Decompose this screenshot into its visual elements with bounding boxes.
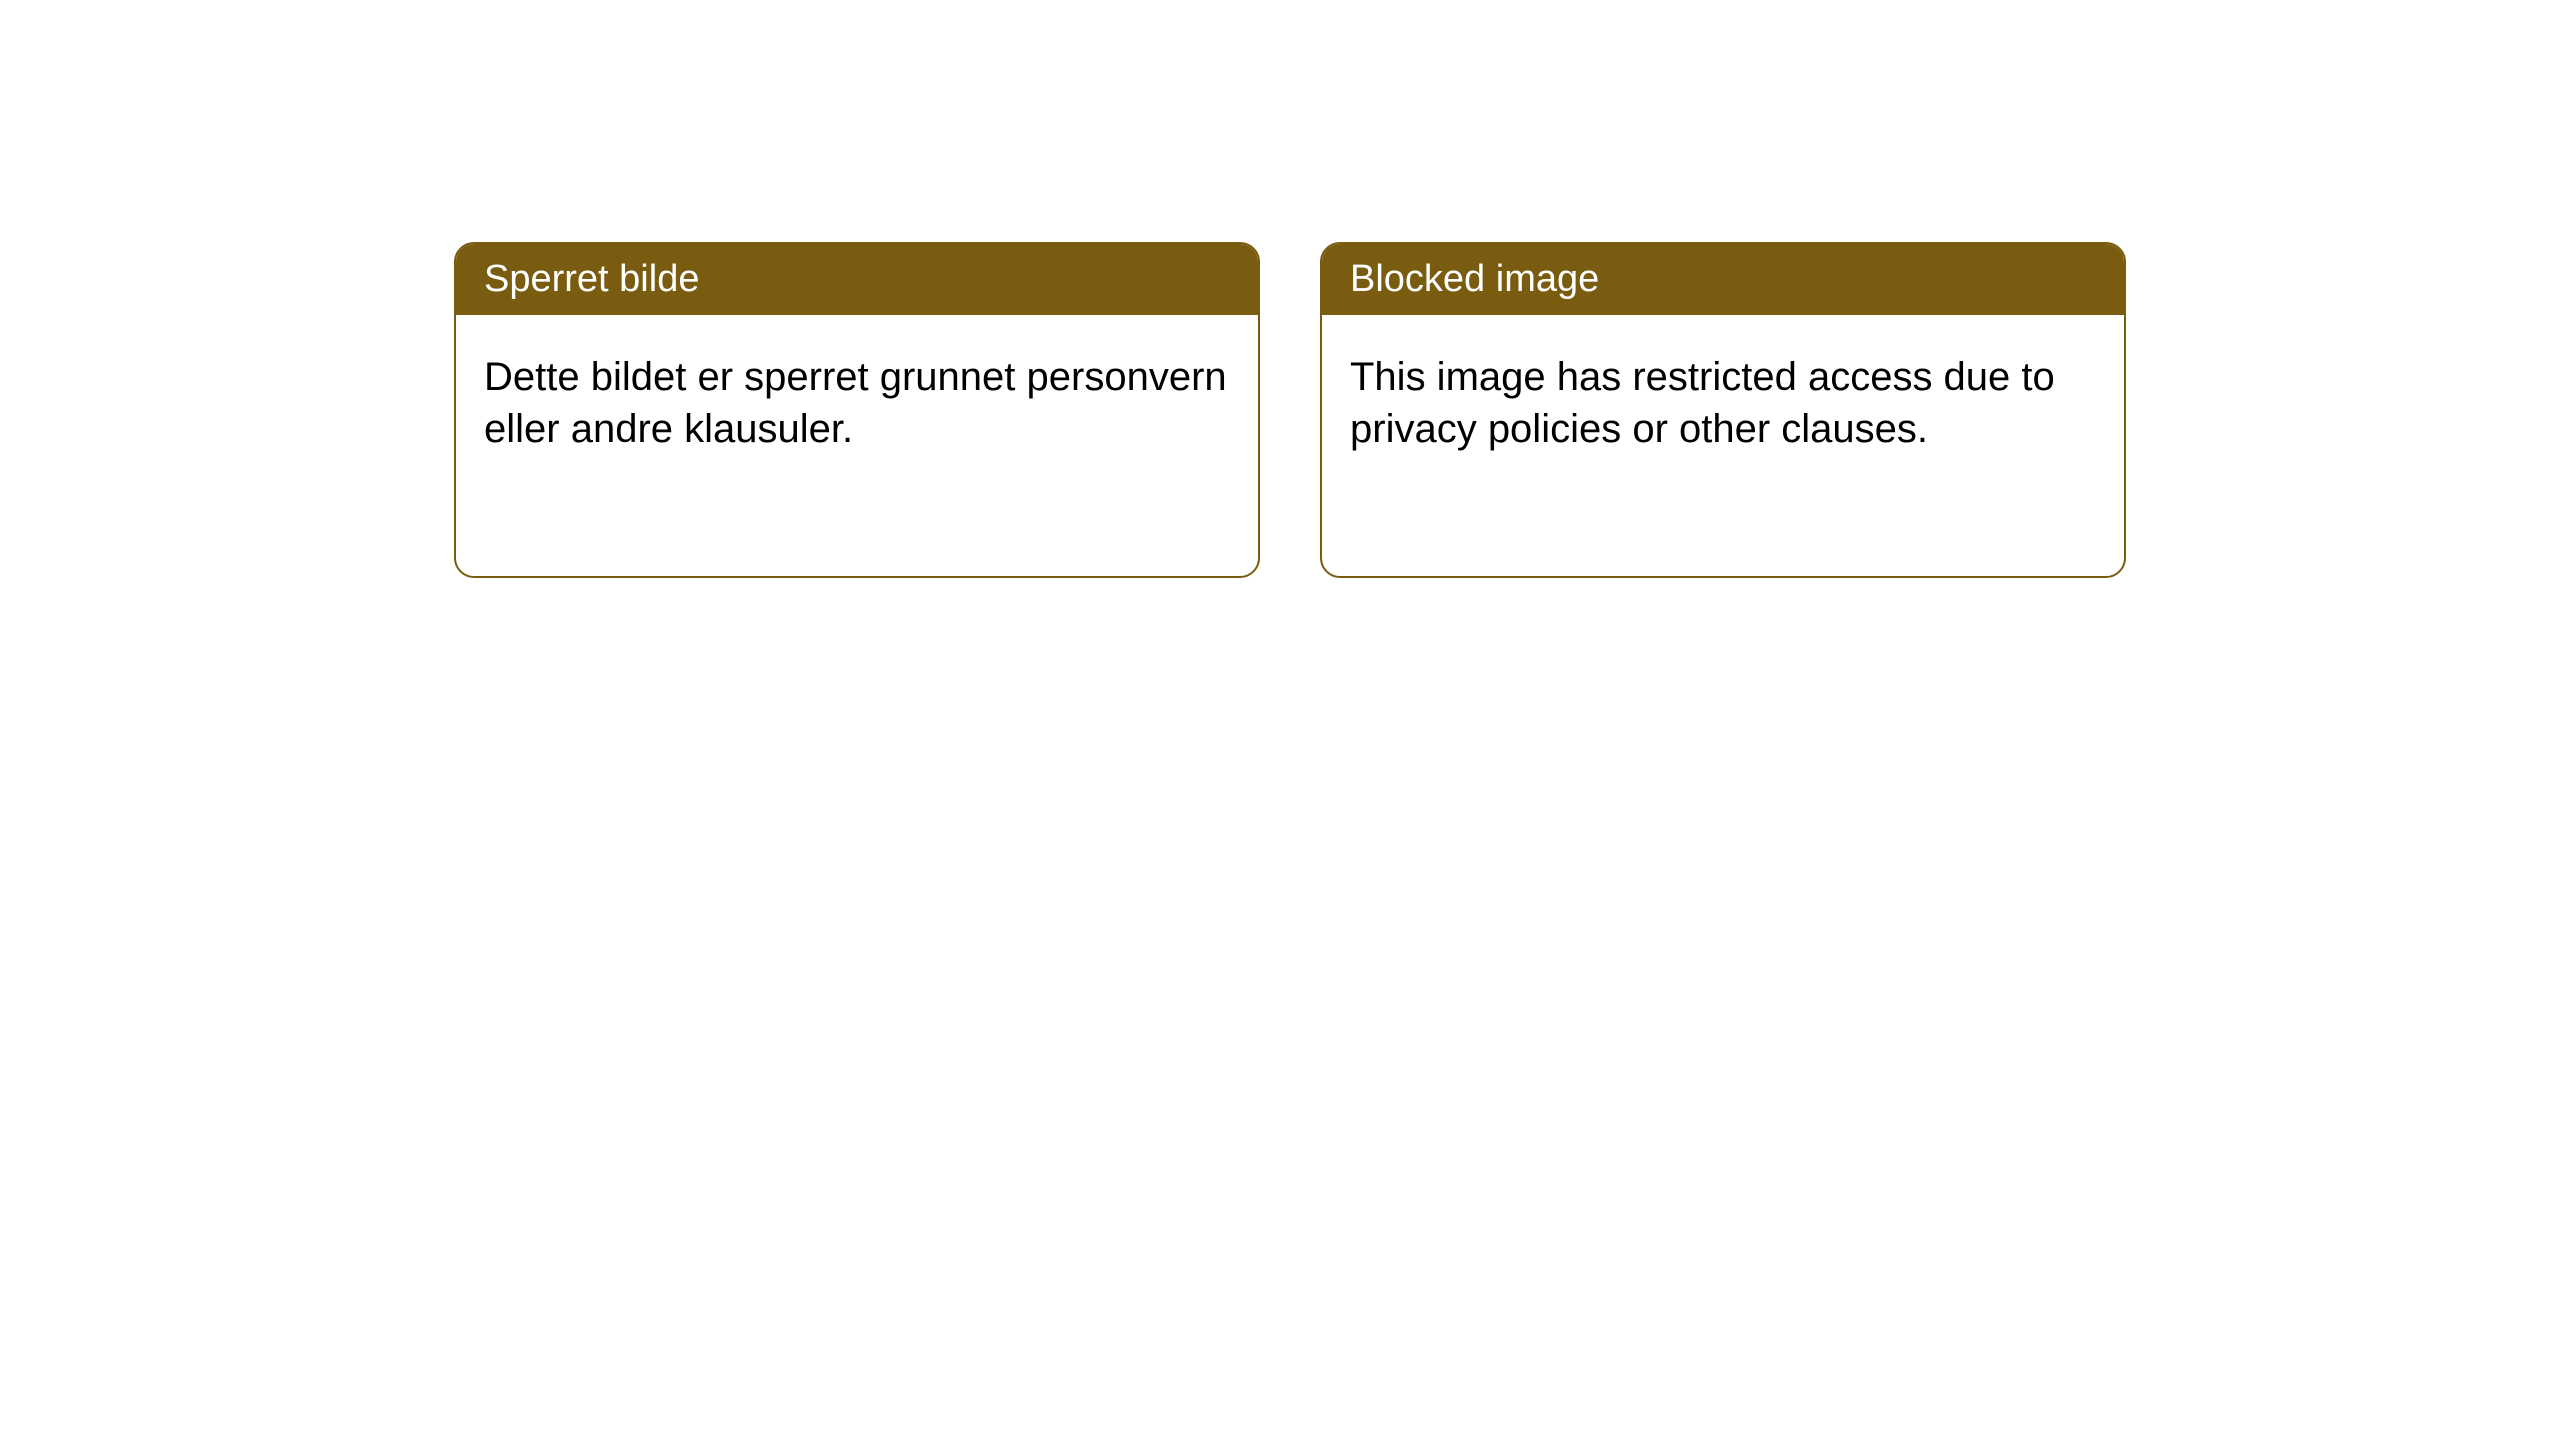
notice-text: Dette bildet er sperret grunnet personve… <box>484 355 1227 451</box>
notice-card-norwegian: Sperret bilde Dette bildet er sperret gr… <box>454 242 1260 578</box>
notice-title: Blocked image <box>1350 258 1599 300</box>
notice-card-english: Blocked image This image has restricted … <box>1320 242 2126 578</box>
notice-header: Sperret bilde <box>456 244 1258 315</box>
notice-text: This image has restricted access due to … <box>1350 355 2055 451</box>
notice-title: Sperret bilde <box>484 258 699 300</box>
notice-body: Dette bildet er sperret grunnet personve… <box>456 315 1258 491</box>
notice-header: Blocked image <box>1322 244 2124 315</box>
notice-container: Sperret bilde Dette bildet er sperret gr… <box>0 0 2560 578</box>
notice-body: This image has restricted access due to … <box>1322 315 2124 491</box>
